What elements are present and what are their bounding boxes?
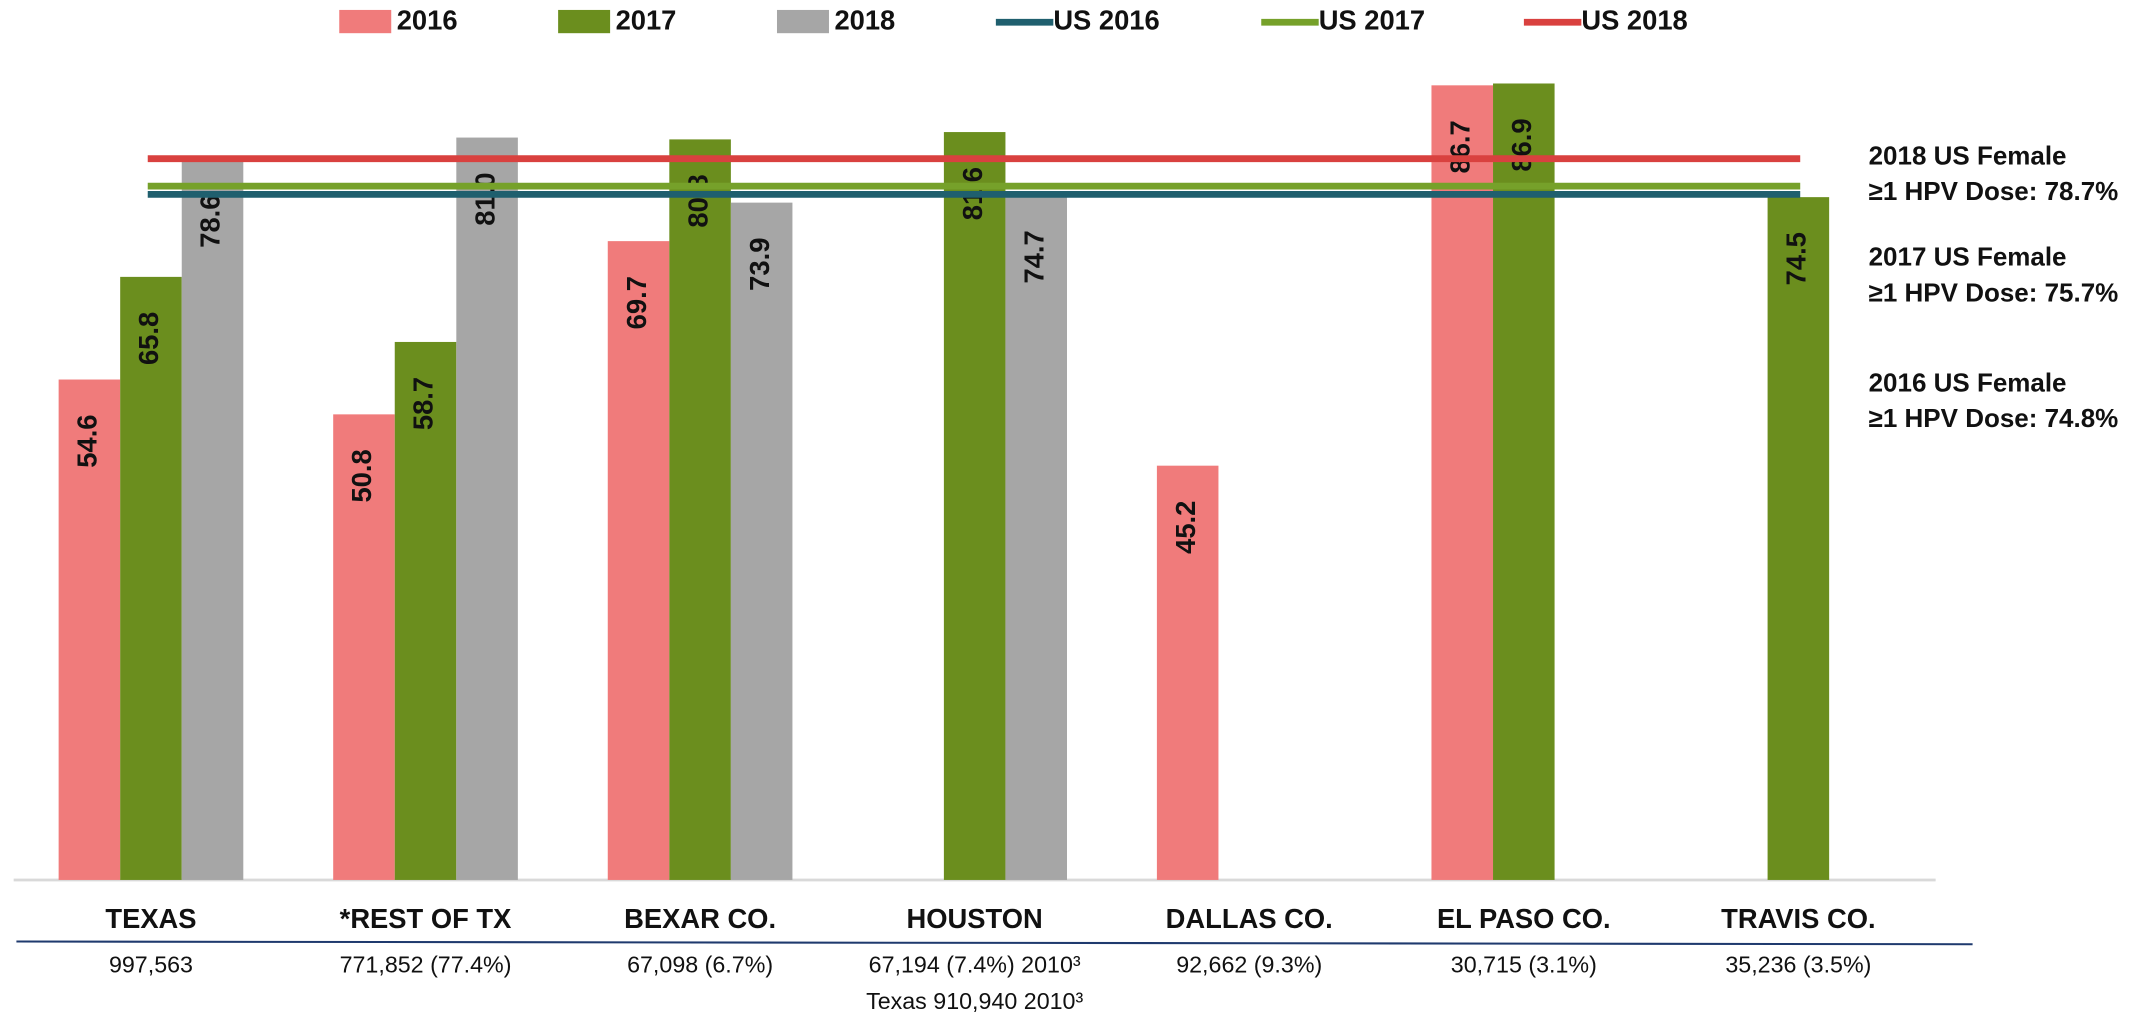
- bar: [943, 132, 1006, 880]
- x-tick-label: TEXAS: [105, 903, 196, 934]
- bar: [730, 202, 793, 880]
- reference-label: ≥1 HPV Dose: 74.8%: [1869, 403, 2119, 433]
- bar: [456, 137, 518, 880]
- bar: [1005, 195, 1067, 880]
- bar: [333, 414, 395, 880]
- data-label: 86.9: [1506, 118, 1537, 171]
- reference-label: 2017 US Female: [1869, 242, 2067, 272]
- legend-swatch: [776, 9, 829, 34]
- bar: [669, 139, 731, 880]
- legend-label: 2018: [834, 4, 895, 35]
- data-label: 74.7: [1018, 230, 1049, 283]
- legend-swatch: [558, 9, 611, 34]
- data-label: 78.6: [195, 195, 226, 248]
- divider: [16, 940, 1973, 946]
- data-label: 86.7: [1444, 120, 1475, 173]
- bar: [1431, 85, 1494, 880]
- legend-swatch: [339, 9, 392, 34]
- reference-label: 2016 US Female: [1869, 368, 2067, 398]
- data-label: 69.7: [621, 276, 652, 329]
- data-label: 65.8: [133, 312, 164, 365]
- legend-label: US 2018: [1581, 4, 1687, 35]
- x-tick-label: DALLAS CO.: [1166, 903, 1333, 934]
- category-note: 771,852 (77.4%): [340, 951, 512, 977]
- legend-label: 2016: [397, 4, 458, 35]
- bar: [1156, 465, 1219, 880]
- x-tick-label: HOUSTON: [907, 903, 1043, 934]
- category-note: 35,236 (3.5%): [1725, 951, 1871, 977]
- x-tick-label: BEXAR CO.: [624, 903, 776, 934]
- reference-label: ≥1 HPV Dose: 78.7%: [1869, 176, 2119, 206]
- x-tick-label: TRAVIS CO.: [1721, 903, 1875, 934]
- x-tick-label: EL PASO CO.: [1437, 903, 1611, 934]
- legend-label: 2017: [616, 4, 677, 35]
- bar: [181, 159, 244, 880]
- reference-label: 2018 US Female: [1869, 141, 2067, 171]
- bar: [120, 276, 182, 880]
- category-note: 30,715 (3.1%): [1451, 951, 1597, 977]
- legend-label: US 2016: [1053, 4, 1159, 35]
- reference-label: ≥1 HPV Dose: 75.7%: [1869, 277, 2119, 307]
- category-note: 92,662 (9.3%): [1176, 951, 1322, 977]
- bar: [607, 241, 670, 880]
- bar: [58, 379, 121, 880]
- data-label: 81.0: [469, 173, 500, 226]
- data-label: 74.5: [1781, 232, 1812, 285]
- category-note: 67,194 (7.4%) 2010³: [869, 951, 1081, 977]
- data-label: 80.8: [682, 174, 713, 227]
- bar: [394, 341, 457, 880]
- category-note: 67,098 (6.7%): [627, 951, 773, 977]
- data-label: 73.9: [744, 238, 775, 291]
- bar: [1767, 197, 1830, 880]
- category-note: 997,563: [109, 951, 193, 977]
- x-tick-label: *REST OF TX: [340, 903, 512, 934]
- data-label: 45.2: [1170, 501, 1201, 554]
- legend-label: US 2017: [1319, 4, 1425, 35]
- category-note: Texas 910,940 2010³: [866, 988, 1083, 1013]
- data-label: 54.6: [72, 414, 103, 467]
- data-label: 50.8: [346, 449, 377, 502]
- bar: [1493, 83, 1555, 880]
- data-label: 58.7: [408, 377, 439, 430]
